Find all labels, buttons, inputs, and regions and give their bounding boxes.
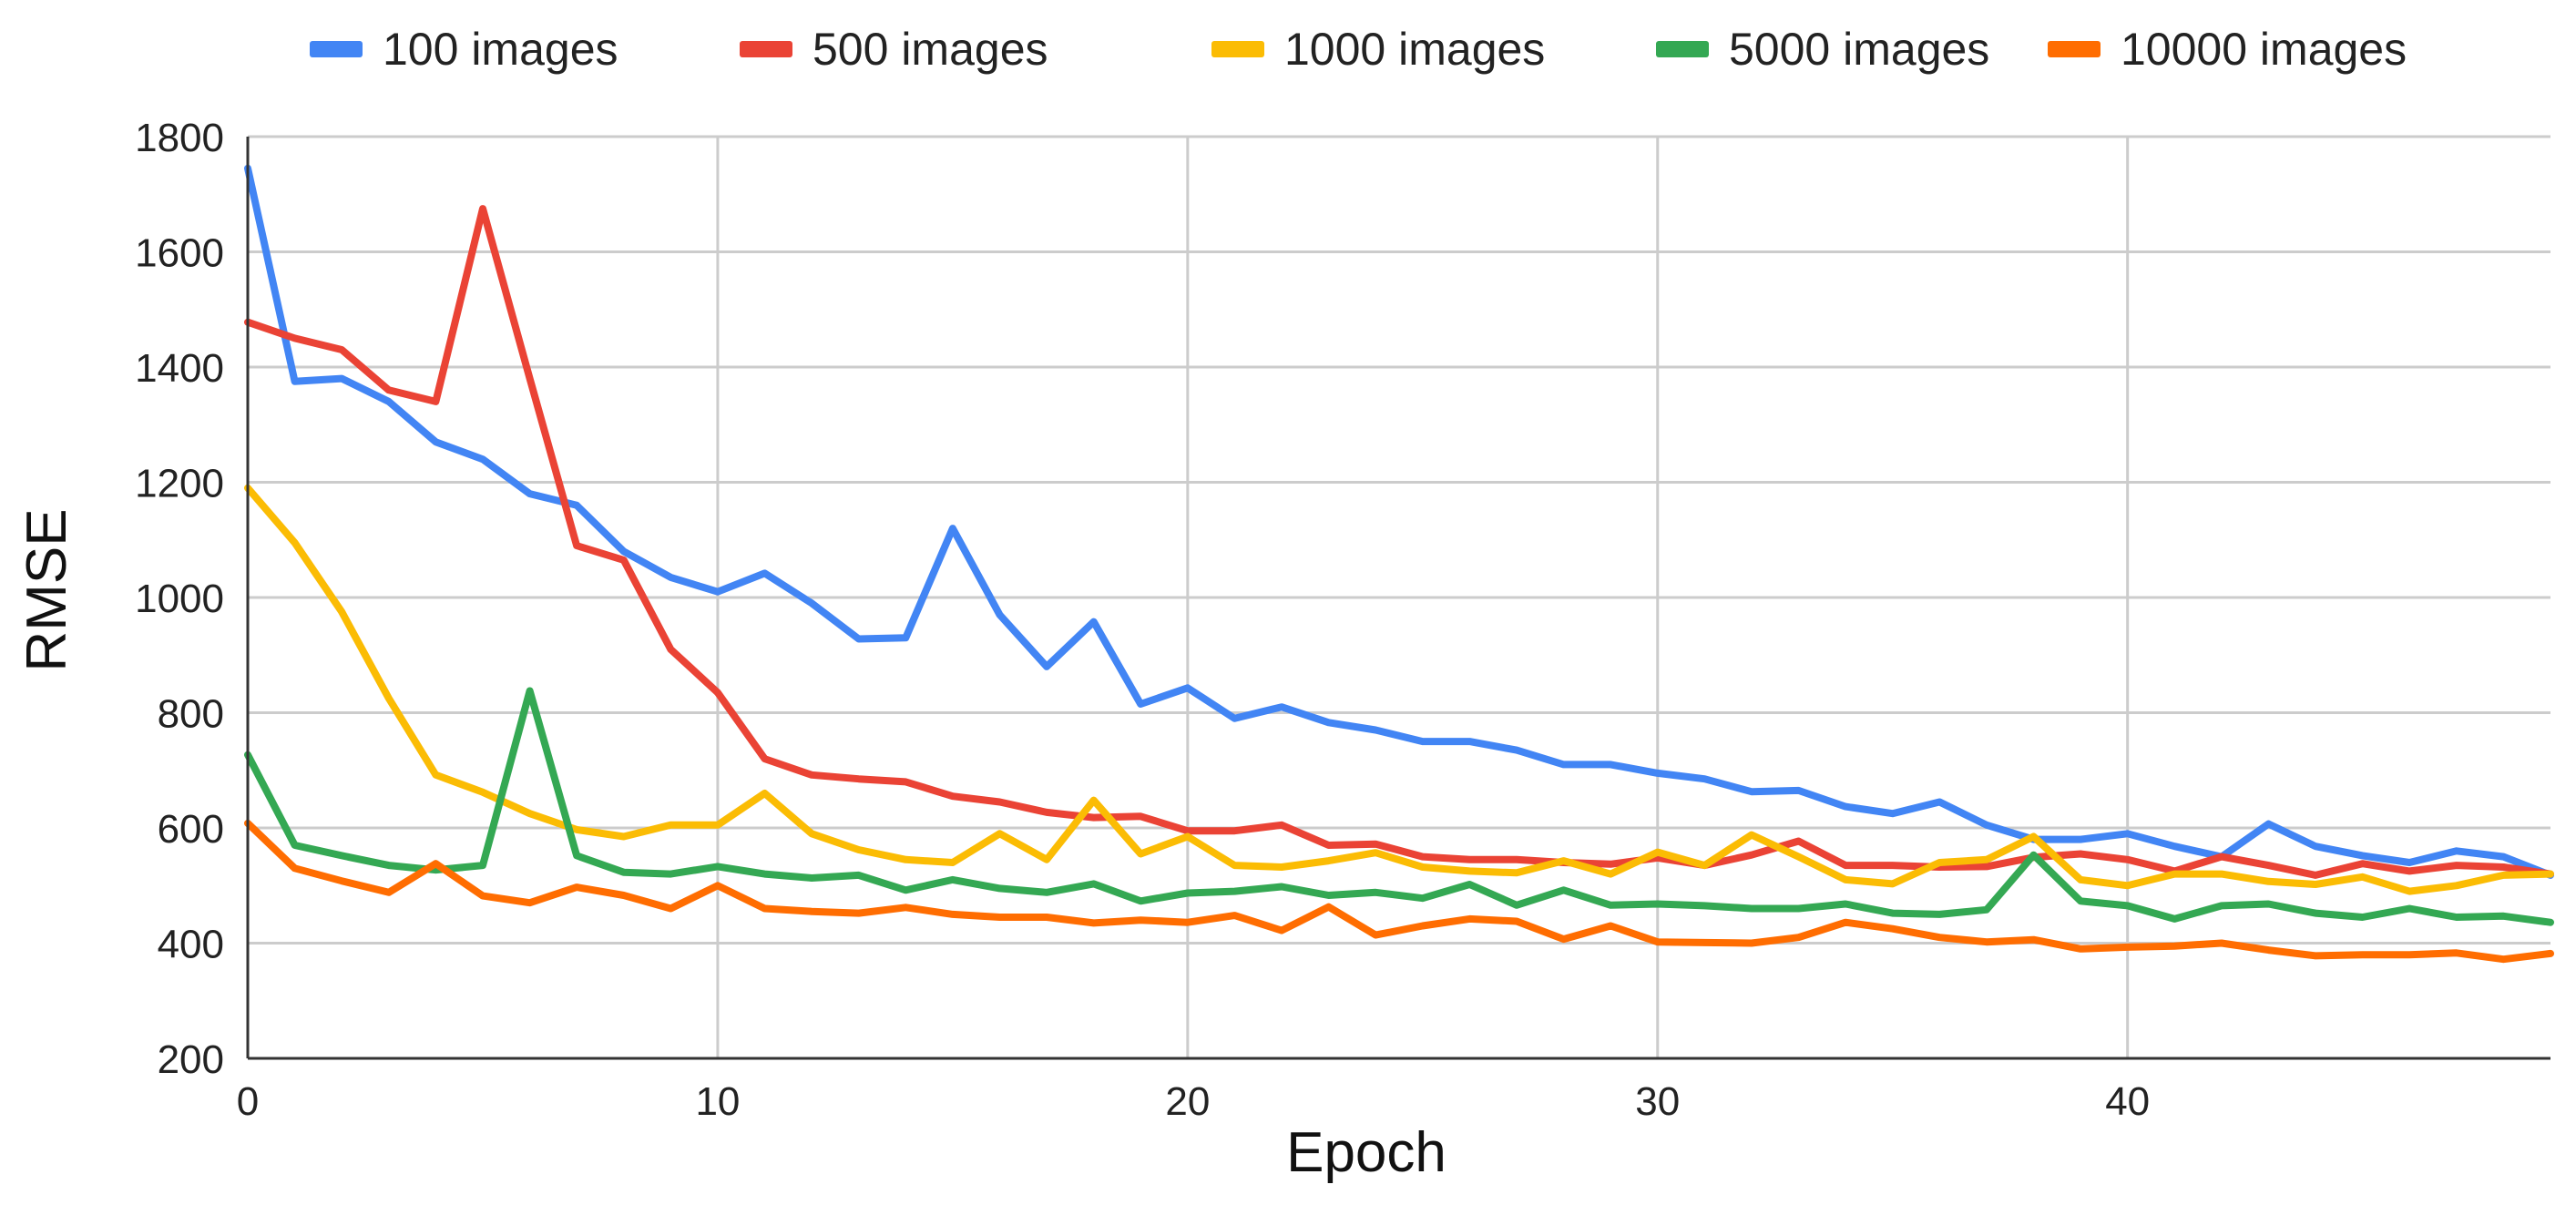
- legend: 100 images 500 images 1000 images 5000 imag…: [310, 24, 2407, 75]
- legend-swatch: [2048, 41, 2101, 57]
- y-tick-label: 800: [158, 692, 224, 737]
- y-tick-label: 1000: [135, 577, 224, 621]
- y-tick-label: 1800: [135, 116, 224, 160]
- series-line-10000-images: [244, 819, 2554, 964]
- legend-swatch: [310, 41, 363, 57]
- legend-label: 100 images: [383, 24, 618, 75]
- x-tick-label: 30: [1635, 1079, 1680, 1124]
- x-axis-title: Epoch: [1286, 1121, 1446, 1184]
- y-tick-label: 1600: [135, 231, 224, 276]
- x-tick-label: 10: [695, 1079, 740, 1124]
- legend-label: 10000 images: [2121, 24, 2407, 75]
- tick-labels: 200 400 600 800 1000 1200 1400 1600 1800 0 10 20 30 4…: [135, 116, 2150, 1124]
- legend-label: 500 images: [813, 24, 1048, 75]
- y-tick-label: 1200: [135, 462, 224, 506]
- series-line-5000-images: [244, 687, 2554, 926]
- series-line-100-images: [244, 164, 2554, 879]
- legend-swatch: [1656, 41, 1709, 57]
- series-line-500-images: [244, 205, 2554, 879]
- y-tick-label: 600: [158, 807, 224, 852]
- y-tick-label: 200: [158, 1037, 224, 1082]
- gridlines: [248, 135, 2550, 1058]
- y-tick-label: 1400: [135, 346, 224, 391]
- x-tick-label: 20: [1165, 1079, 1210, 1124]
- series-line-1000-images: [244, 484, 2554, 895]
- legend-swatch: [740, 41, 792, 57]
- series-lines: [244, 164, 2554, 964]
- axes: [246, 137, 2550, 1060]
- x-tick-label: 0: [237, 1079, 259, 1124]
- legend-label: 5000 images: [1729, 24, 1989, 75]
- x-tick-label: 40: [2105, 1079, 2150, 1124]
- legend-label: 1000 images: [1284, 24, 1545, 75]
- legend-swatch: [1211, 41, 1264, 57]
- y-axis-title: RMSE: [15, 508, 78, 671]
- y-tick-label: 400: [158, 923, 224, 967]
